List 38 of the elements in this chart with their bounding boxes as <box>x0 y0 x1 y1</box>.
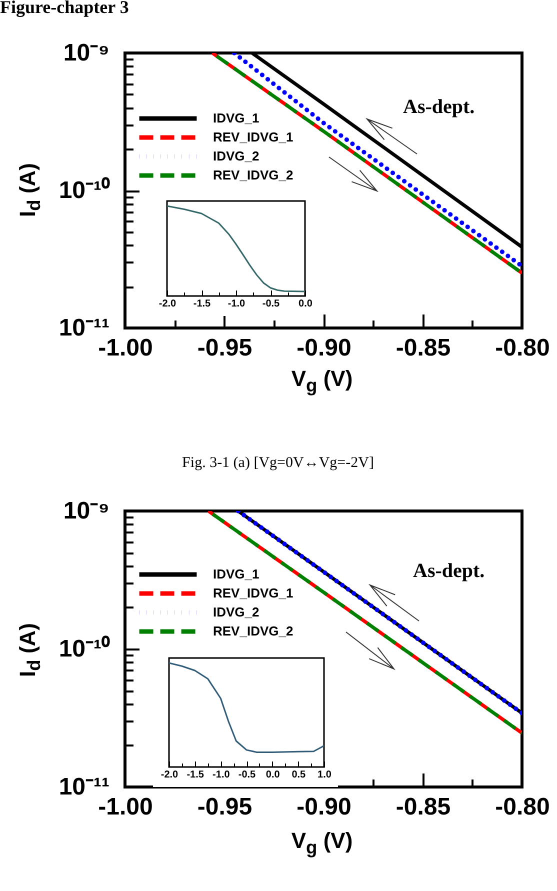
x-tick-label: 0.5 <box>292 770 306 780</box>
x-tick-label: -0.80 <box>495 794 550 820</box>
x-tick-label: -0.85 <box>396 334 451 362</box>
x-tick-label: -0.90 <box>296 334 352 362</box>
y-tick-label: 10⁻¹⁰ <box>58 177 110 204</box>
x-tick-label: -0.5 <box>262 298 280 310</box>
x-tick-label: -2.0 <box>160 770 179 780</box>
y-tick-label: 10⁻¹⁰ <box>58 636 110 662</box>
x-axis-title: V$_{g}$ (V) <box>291 366 353 396</box>
x-tick-label: -1.0 <box>212 770 230 780</box>
legend-label: IDVG_2 <box>213 604 260 620</box>
x-tick-label: -0.85 <box>396 794 451 820</box>
x-tick-label: -1.5 <box>193 298 212 310</box>
x-tick-label: 0.0 <box>266 770 280 780</box>
x-tick-label: 1.0 <box>318 770 332 780</box>
legend-label: IDVG_1 <box>213 110 260 126</box>
caption: Fig. 3-1 (a) [Vg=0V↔Vg=-2V] <box>182 455 374 472</box>
legend-label: IDVG_2 <box>213 148 260 164</box>
y-tick-label: 10⁻⁹ <box>63 498 110 524</box>
x-tick-label: -2.0 <box>158 298 177 310</box>
legend-label: REV_IDVG_2 <box>213 168 294 182</box>
x-tick-label: -0.90 <box>296 794 352 820</box>
annotation: As-dept. <box>413 560 485 583</box>
x-tick-label: -0.95 <box>197 794 252 820</box>
legend-label: REV_IDVG_2 <box>213 624 294 638</box>
y-tick-label: 10⁻⁹ <box>63 40 110 66</box>
legend-label: REV_IDVG_1 <box>213 586 294 600</box>
x-tick-label: -0.95 <box>197 334 252 362</box>
x-tick-label: -1.0 <box>228 298 246 310</box>
chart-title: Figure-chapter 3 <box>0 0 129 18</box>
legend-label: IDVG_1 <box>213 566 260 582</box>
annotation: As-dept. <box>403 96 475 119</box>
x-tick-label: -1.5 <box>186 770 204 780</box>
x-tick-label: -0.5 <box>238 770 256 780</box>
legend-label: REV_IDVG_1 <box>213 130 294 144</box>
x-axis-title: V$_{g}$ (V) <box>291 828 353 858</box>
x-tick-label: 0.0 <box>298 298 313 310</box>
x-tick-label: -0.80 <box>495 334 550 362</box>
